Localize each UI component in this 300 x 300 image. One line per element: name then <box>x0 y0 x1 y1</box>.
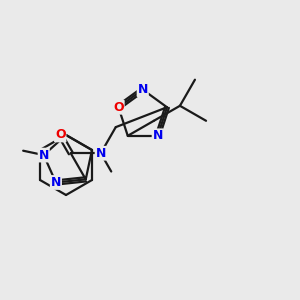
Text: N: N <box>38 148 49 162</box>
Text: N: N <box>51 176 61 189</box>
Text: N: N <box>96 147 106 160</box>
Text: O: O <box>55 128 66 142</box>
Text: N: N <box>153 129 163 142</box>
Text: O: O <box>113 101 124 114</box>
Text: N: N <box>138 83 148 96</box>
